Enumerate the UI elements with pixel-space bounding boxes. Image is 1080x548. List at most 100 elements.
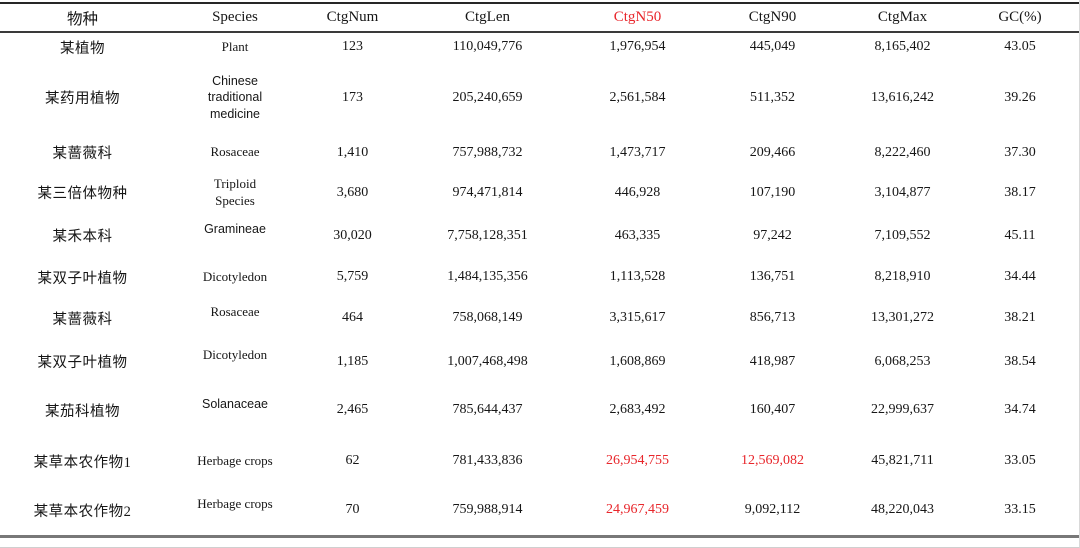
cell-ctg-n50: 26,954,755 (606, 453, 669, 468)
table-row: 某蔷薇科 Rosaceae 1,410 757,988,732 1,473,717 209… (0, 134, 1079, 171)
cell-gc: 34.44 (1004, 269, 1036, 284)
cell-ctg-len: 757,988,732 (452, 144, 523, 160)
cell-species: Dicotyledon (202, 268, 268, 284)
cell-ctg-len: 781,433,836 (452, 453, 523, 468)
cell-species: Dicotyledon (202, 347, 268, 363)
table-row: 某双子叶植物 Dicotyledon 5,759 1,484,135,356 1,113… (0, 257, 1079, 297)
table-row: 某药用植物 Chinese traditional medicine 173 205,… (0, 61, 1079, 134)
table-row: 某禾本科 Gramineae 30,020 7,758,128,351 463,335 9… (0, 214, 1079, 257)
cell-species: Solanaceae (201, 396, 269, 411)
cell-cn-name: 某茄科植物 (45, 403, 120, 420)
cell-ctg-len: 759,988,914 (452, 502, 523, 518)
cell-cn-name: 某草本农作物1 (33, 454, 132, 471)
cell-ctg-n50: 1,976,954 (609, 39, 666, 54)
cell-ctg-max: 3,104,877 (874, 184, 931, 200)
cell-gc: 33.05 (1004, 453, 1036, 468)
cell-ctg-n90: 9,092,112 (744, 502, 801, 518)
cell-cn-name: 某三倍体物种 (37, 186, 128, 202)
cell-ctg-len: 110,049,776 (452, 39, 523, 54)
cell-ctg-n90: 160,407 (749, 402, 796, 417)
cell-gc: 38.54 (1004, 353, 1036, 369)
assembly-stats-table: 物种 Species CtgNum CtgLen CtgN50 CtgN90 CtgMax G… (0, 2, 1079, 538)
column-header-ctg-n50: CtgN50 (613, 9, 662, 25)
cell-cn-name: 某双子叶植物 (37, 270, 128, 287)
cell-ctg-n50: 3,315,617 (609, 310, 666, 325)
cell-ctg-n50: 1,608,869 (609, 353, 666, 369)
table-row: 某草本农作物2 Herbage crops 70 759,988,914 24,967,… (0, 486, 1079, 536)
table-body: 某植物 Plant 123 110,049,776 1,976,954 445,049 8,… (0, 32, 1079, 536)
cell-ctg-n50: 1,473,717 (609, 144, 666, 160)
cell-ctg-num: 3,680 (336, 184, 369, 200)
cell-cn-name: 某药用植物 (45, 91, 120, 107)
column-header-ctg-max: CtgMax (877, 9, 928, 25)
column-header-species: Species (212, 9, 258, 25)
cell-ctg-n50: 446,928 (614, 184, 661, 200)
cell-ctg-max: 45,821,711 (871, 453, 934, 468)
cell-ctg-num: 30,020 (333, 227, 372, 243)
table-row: 某双子叶植物 Dicotyledon 1,185 1,007,468,498 1,608… (0, 339, 1079, 384)
cell-ctg-max: 7,109,552 (874, 227, 931, 243)
cell-ctg-max: 22,999,637 (871, 402, 934, 417)
cell-ctg-n90: 511,352 (750, 89, 795, 105)
cell-ctg-len: 785,644,437 (452, 402, 523, 417)
cell-ctg-len: 974,471,814 (452, 184, 523, 200)
cell-cn-name: 某双子叶植物 (37, 355, 128, 371)
cell-gc: 38.17 (1004, 184, 1036, 200)
column-header-ctg-len: CtgLen (465, 9, 510, 25)
cell-cn-name: 某蔷薇科 (52, 146, 113, 162)
cell-species: Rosaceae (210, 144, 260, 160)
cell-cn-name: 某草本农作物2 (33, 503, 132, 520)
cell-ctg-n90: 209,466 (749, 144, 796, 160)
cell-ctg-num: 2,465 (336, 402, 369, 417)
cell-gc: 34.74 (1004, 402, 1036, 417)
cell-ctg-num: 1,185 (336, 353, 369, 369)
cell-ctg-max: 8,218,910 (874, 269, 931, 284)
cell-ctg-num: 5,759 (336, 269, 369, 284)
column-header-ctg-num: CtgNum (326, 9, 379, 25)
cell-ctg-n50: 2,683,492 (609, 402, 666, 417)
cell-cn-name: 某植物 (60, 40, 105, 57)
cell-gc: 37.30 (1004, 144, 1036, 160)
cell-species: Rosaceae (210, 303, 260, 319)
table-header-row: 物种 Species CtgNum CtgLen CtgN50 CtgN90 CtgMax G… (0, 3, 1079, 32)
cell-ctg-num: 123 (342, 39, 363, 54)
cell-species: Gramineae (204, 222, 266, 237)
cell-ctg-n90: 97,242 (753, 227, 792, 243)
cell-ctg-n90: 136,751 (749, 269, 796, 284)
cell-ctg-n90: 12,569,082 (741, 453, 804, 468)
cell-ctg-len: 1,007,468,498 (447, 353, 528, 369)
cell-ctg-max: 48,220,043 (871, 502, 934, 518)
cell-species: Herbage crops (197, 495, 273, 511)
cell-gc: 43.05 (1004, 39, 1036, 54)
table-row: 某三倍体物种 Triploid Species 3,680 974,471,814 44… (0, 171, 1079, 214)
cell-species: Triploid Species (213, 175, 257, 208)
cell-ctg-num: 464 (342, 310, 363, 325)
cell-gc: 45.11 (1004, 227, 1036, 243)
cell-ctg-len: 205,240,659 (452, 89, 523, 105)
column-header-cn-name: 物种 (66, 10, 98, 28)
cell-species: Chinese traditional medicine (207, 74, 263, 121)
cell-ctg-num: 173 (342, 89, 363, 105)
column-header-gc: GC(%) (998, 9, 1042, 25)
cell-ctg-max: 6,068,253 (874, 353, 931, 369)
cell-ctg-num: 70 (345, 502, 360, 518)
cell-ctg-len: 758,068,149 (452, 310, 523, 325)
column-header-ctg-n90: CtgN90 (748, 9, 797, 25)
cell-ctg-max: 13,616,242 (871, 89, 934, 105)
cell-ctg-max: 13,301,272 (871, 310, 934, 325)
cell-ctg-max: 8,165,402 (874, 39, 931, 54)
table-row: 某蔷薇科 Rosaceae 464 758,068,149 3,315,617 856,7… (0, 297, 1079, 339)
cell-species: Herbage crops (197, 452, 273, 468)
cell-species: Plant (221, 38, 249, 54)
table-row: 某茄科植物 Solanaceae 2,465 785,644,437 2,683,492… (0, 384, 1079, 436)
cell-ctg-n50: 463,335 (614, 227, 661, 243)
cell-cn-name: 某蔷薇科 (52, 311, 113, 328)
cell-ctg-n90: 445,049 (749, 39, 796, 54)
cell-ctg-len: 1,484,135,356 (447, 269, 528, 284)
cell-ctg-n50: 1,113,528 (609, 269, 666, 284)
cell-gc: 33.15 (1004, 502, 1036, 518)
cell-gc: 38.21 (1004, 310, 1036, 325)
cell-ctg-max: 8,222,460 (874, 144, 931, 160)
table-row: 某草本农作物1 Herbage crops 62 781,433,836 26,954,… (0, 436, 1079, 486)
